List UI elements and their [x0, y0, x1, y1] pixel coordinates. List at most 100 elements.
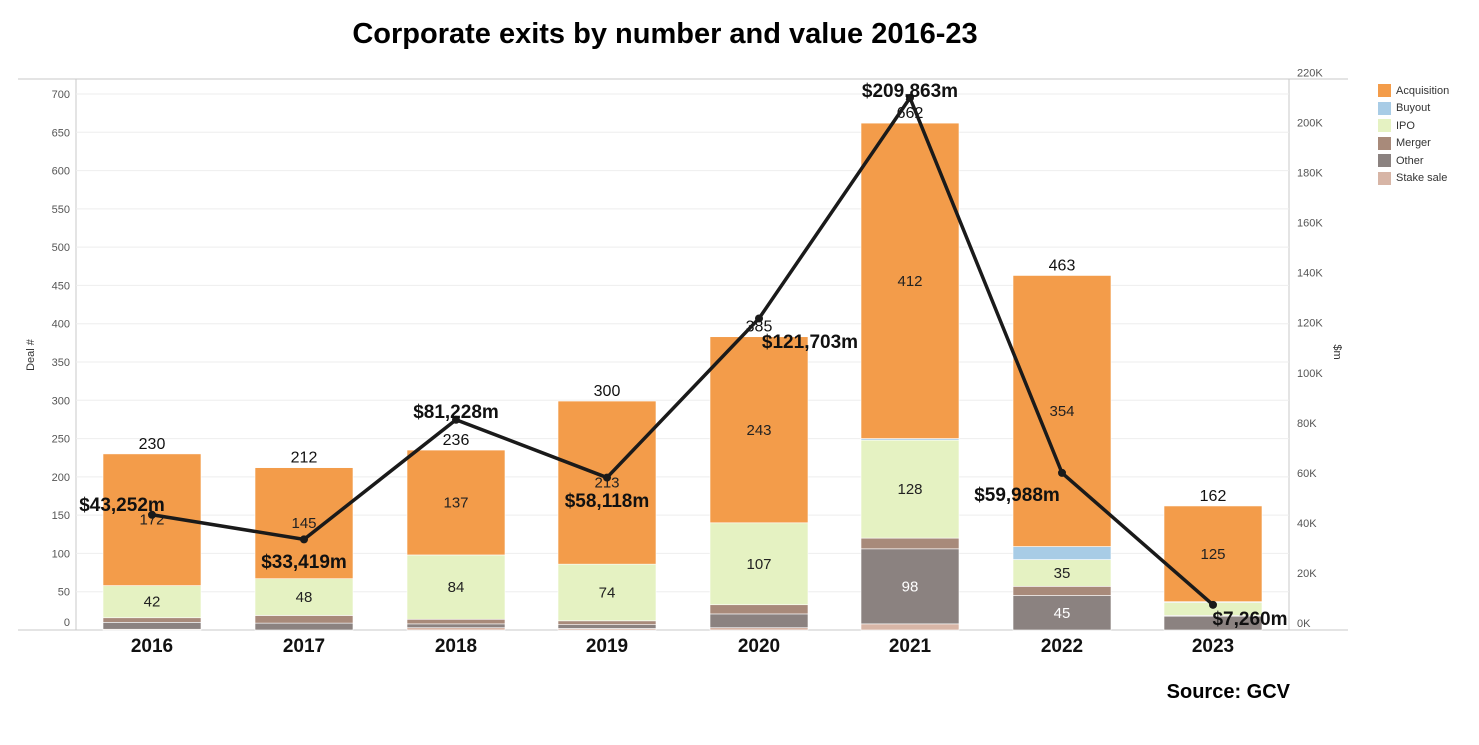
value-point	[148, 510, 156, 519]
x-tick-label: 2020	[738, 636, 780, 657]
segment-value-label: 98	[902, 578, 919, 595]
x-tick-label: 2021	[889, 636, 932, 657]
y2-tick-label: 100K	[1297, 368, 1323, 380]
legend-swatch	[1378, 84, 1391, 98]
value-point	[1209, 600, 1217, 609]
y2-tick-label: 220K	[1297, 67, 1323, 79]
bar-segment-other	[102, 622, 202, 630]
bar-segment-ipo	[406, 554, 506, 620]
bar-segment-ipo	[254, 578, 354, 616]
bar-total-label: 300	[594, 383, 621, 400]
legend-swatch	[1378, 101, 1391, 115]
legend-swatch	[1378, 119, 1391, 133]
bar-segment-merger	[860, 537, 960, 550]
y2-tick-label: 160K	[1297, 218, 1323, 230]
segment-value-label: 42	[144, 594, 161, 611]
legend-item: Acquisition	[1378, 82, 1449, 100]
bar-segment-other	[709, 613, 809, 629]
bar-segment-acquisition	[557, 400, 657, 565]
segment-value-label: 107	[746, 556, 771, 573]
value-line-label: $209,863m	[862, 81, 958, 102]
x-tick-label: 2019	[586, 636, 628, 657]
value-line-label: $59,988m	[974, 485, 1060, 506]
legend-label: Buyout	[1396, 102, 1431, 115]
y2-tick-label: 140K	[1297, 268, 1323, 280]
y-tick-label: 400	[52, 319, 70, 331]
legend-swatch	[1378, 154, 1391, 168]
bar-segment-stake-sale	[860, 623, 960, 631]
segment-value-label: 45	[1054, 605, 1071, 622]
bar-segment-ipo	[102, 585, 202, 619]
bar-segment-acquisition	[406, 449, 506, 556]
bar-segment-merger	[557, 620, 657, 625]
value-point	[603, 473, 611, 482]
bar-segment-acquisition	[709, 336, 809, 524]
segment-value-label: 48	[296, 589, 313, 606]
source-note: Source: GCV	[1166, 681, 1290, 703]
y-tick-label: 100	[52, 548, 70, 560]
value-line-label: $33,419m	[261, 552, 347, 573]
bar-segment-other	[557, 624, 657, 629]
legend-item: Buyout	[1378, 100, 1449, 118]
x-tick-label: 2023	[1192, 636, 1234, 657]
bar-total-label: 162	[1200, 488, 1227, 505]
bar-total-label: 236	[443, 432, 470, 449]
value-line	[151, 96, 1215, 607]
y-tick-label: 50	[58, 587, 70, 599]
bar-segment-stake-sale	[709, 627, 809, 631]
y-tick-label: 150	[52, 510, 70, 522]
bar-segment-ipo	[709, 522, 809, 606]
y-tick-label: 450	[52, 280, 70, 292]
x-tick-label: 2022	[1041, 636, 1083, 657]
legend: Acquisition Buyout IPO Merger Other Stake sal…	[1378, 82, 1449, 187]
y-tick-label: 300	[52, 395, 70, 407]
y-axis-title: Deal #	[25, 338, 37, 371]
y2-axis-title: $m	[1331, 344, 1343, 359]
value-point	[906, 93, 914, 102]
y2-tick-label: 0K	[1297, 618, 1311, 630]
y2-tick-label: 80K	[1297, 418, 1317, 430]
legend-item: IPO	[1378, 117, 1449, 135]
legend-label: Other	[1396, 154, 1424, 167]
y-tick-label: 350	[52, 357, 70, 369]
value-line-label: $7,260m	[1212, 609, 1287, 630]
value-point	[755, 314, 763, 323]
y-tick-label: 550	[52, 204, 70, 216]
bar-segment-merger	[254, 615, 354, 624]
value-line-label: $43,252m	[79, 495, 165, 516]
value-line-label: $121,703m	[762, 332, 858, 353]
y2-tick-label: 200K	[1297, 118, 1323, 130]
y-tick-label: 700	[52, 89, 70, 101]
x-tick-label: 2016	[131, 636, 173, 657]
legend-item: Other	[1378, 152, 1449, 170]
legend-label: IPO	[1396, 119, 1415, 132]
segment-value-label: 354	[1049, 403, 1074, 420]
y2-tick-label: 120K	[1297, 318, 1323, 330]
legend-item: Stake sale	[1378, 170, 1449, 188]
value-point	[452, 415, 460, 424]
segment-value-label: 145	[291, 515, 316, 532]
value-line-label: $81,228m	[413, 402, 499, 423]
segment-value-label: 213	[594, 475, 619, 492]
bar-segment-other	[860, 548, 960, 625]
chart-title: Corporate exits by number and value 2016…	[352, 18, 978, 50]
segment-value-label: 137	[443, 495, 468, 512]
value-point	[300, 535, 308, 544]
segment-value-label: 125	[1200, 546, 1225, 563]
bar-segment-ipo	[557, 563, 657, 622]
segment-value-label: 243	[746, 422, 771, 439]
y-tick-label: 650	[52, 127, 70, 139]
segment-value-label: 84	[448, 579, 465, 596]
bar-segment-acquisition	[1163, 505, 1263, 602]
legend-swatch	[1378, 136, 1391, 150]
legend-label: Acquisition	[1396, 84, 1450, 97]
y-tick-label: 600	[52, 166, 70, 178]
y2-tick-label: 20K	[1297, 568, 1317, 580]
bar-segment-merger	[102, 617, 202, 623]
segment-value-label: 35	[1054, 565, 1071, 582]
bar-segment-merger	[406, 618, 506, 625]
bar-segment-other	[1012, 595, 1112, 631]
bar-segment-buyout	[1012, 546, 1112, 560]
bar-segment-merger	[1012, 586, 1112, 596]
